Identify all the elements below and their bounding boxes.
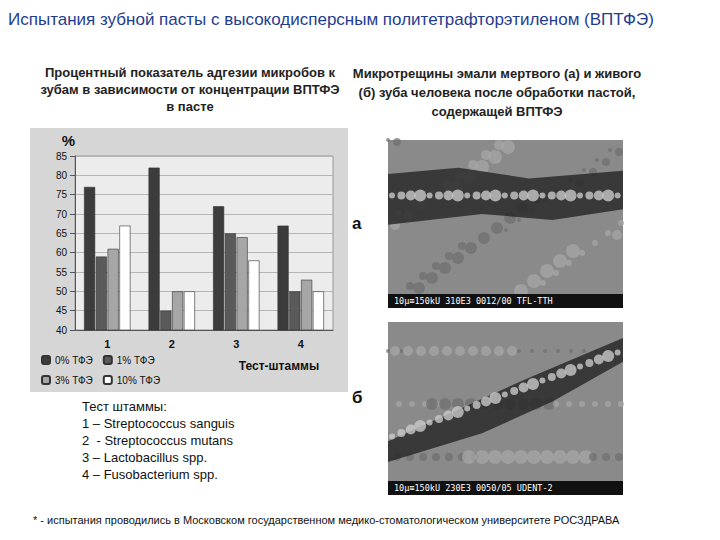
html-text:* - испытания проводились в Мо: * - испытания проводились в Московском г… [33, 514, 620, 526]
html-text:Испытания зубной пасты с высок: Испытания зубной пасты с высокодисперсны… [8, 10, 654, 29]
html-text:Процентный показатель адгезии: Процентный показатель адгезии микробов к… [40, 65, 340, 114]
svg-text:50: 50 [56, 286, 68, 297]
svg-text:70: 70 [56, 209, 68, 220]
svg-text:85: 85 [56, 151, 68, 162]
svg-text:3% ТФЭ: 3% ТФЭ [55, 375, 93, 386]
svg-text:Тест-штаммы: Тест-штаммы [239, 359, 319, 373]
svg-text:40: 40 [56, 325, 68, 336]
svg-text:10% ТФЭ: 10% ТФЭ [117, 375, 160, 386]
svg-text:55: 55 [56, 267, 68, 278]
svg-text:60: 60 [56, 247, 68, 258]
svg-text:45: 45 [56, 305, 68, 316]
html-text:б: б [352, 388, 363, 407]
html-text:Тест штаммы:: Тест штаммы: [82, 399, 167, 414]
svg-text:10μ≡150kU 310E3 0012/00 TFL-TT: 10μ≡150kU 310E3 0012/00 TFL-TTH [394, 296, 553, 306]
svg-text:10μ≡150kU 230E3 0050/05 UDENT-: 10μ≡150kU 230E3 0050/05 UDENT-2 [394, 483, 553, 493]
svg-text:1% ТФЭ: 1% ТФЭ [117, 355, 155, 366]
svg-text:1: 1 [104, 338, 110, 350]
html-text:а: а [352, 214, 362, 233]
svg-text:75: 75 [56, 189, 68, 200]
html-text:1 – Streptococcus sanguis: 1 – Streptococcus sanguis [82, 416, 235, 431]
svg-text:2: 2 [169, 338, 175, 350]
svg-text:65: 65 [56, 228, 68, 239]
html-text:Микротрещины эмали мертвого (а: Микротрещины эмали мертвого (а) и живого… [352, 66, 642, 119]
svg-text:%: % [62, 132, 75, 149]
html-text:3 – Lactobacillus spp.: 3 – Lactobacillus spp. [82, 450, 207, 465]
svg-text:4: 4 [298, 338, 305, 350]
html-text:4 – Fusobacterium spp.: 4 – Fusobacterium spp. [82, 467, 218, 482]
html-text:2 - Streptococcus mutans: 2 - Streptococcus mutans [82, 433, 233, 448]
svg-text:80: 80 [56, 170, 68, 181]
svg-text:0% ТФЭ: 0% ТФЭ [55, 355, 93, 366]
svg-text:3: 3 [233, 338, 239, 350]
